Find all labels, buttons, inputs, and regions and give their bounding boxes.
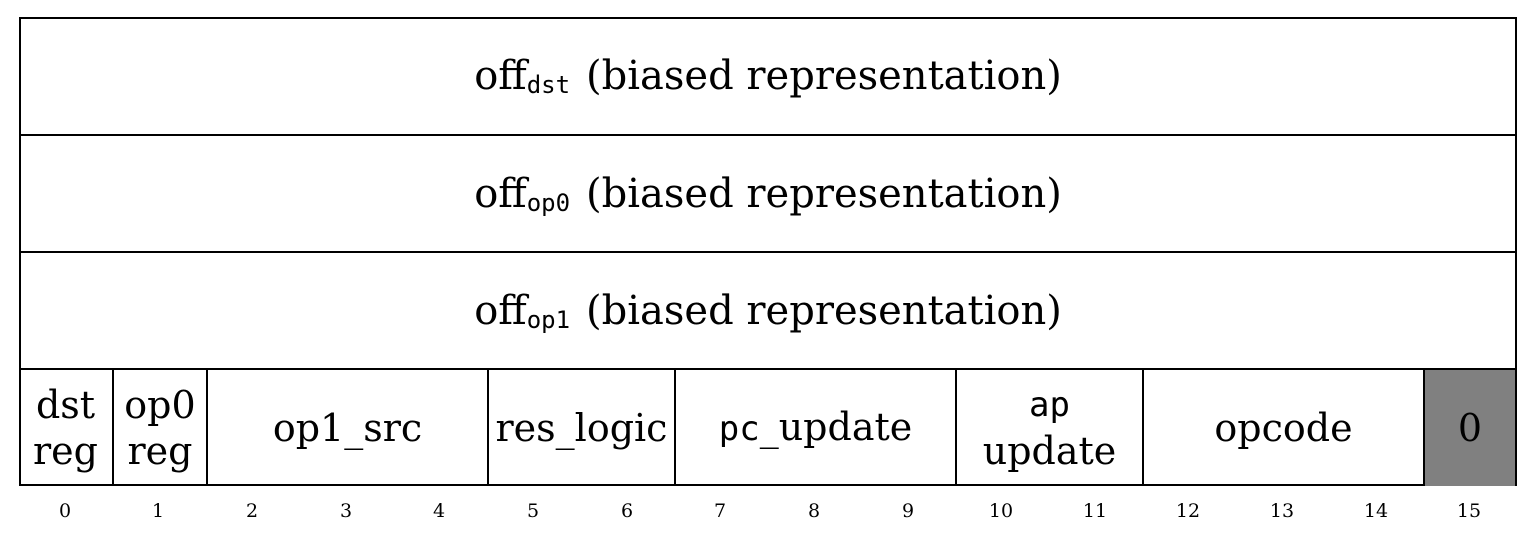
op1-src-field: op1_src <box>206 370 487 486</box>
bit-number-9: 9 <box>901 500 915 522</box>
bit-number-3: 3 <box>339 500 353 522</box>
bit-number-0: 0 <box>58 500 72 522</box>
opcode-label: opcode <box>1214 406 1353 450</box>
ap-update-line1: ap <box>1029 385 1070 425</box>
off-op1-subscript: op1 <box>526 305 571 334</box>
off-op1-name: off <box>474 287 527 334</box>
off-dst-description: (biased representation) <box>586 52 1062 99</box>
flags-row: dst reg op0 reg op1_src res_logic pc_upd… <box>19 368 1517 486</box>
op1-src-label: op1_src <box>272 406 423 450</box>
bit-number-11: 11 <box>1082 500 1108 522</box>
bit-number-12: 12 <box>1175 500 1201 522</box>
fixed-zero-bit: 0 <box>1423 370 1515 486</box>
bit-number-13: 13 <box>1269 500 1295 522</box>
off-op0-subscript: op0 <box>526 188 571 217</box>
res-logic-label: res_logic <box>495 406 668 450</box>
off-op0-row: off op0 (biased representation) <box>19 134 1517 251</box>
bit-number-15: 15 <box>1456 500 1482 522</box>
op0-reg-field: op0 reg <box>112 370 206 486</box>
off-dst-row: off dst (biased representation) <box>19 17 1517 134</box>
bit-number-6: 6 <box>620 500 634 522</box>
op0-reg-line2: reg <box>127 429 193 473</box>
bit-number-2: 2 <box>245 500 259 522</box>
bit-number-10: 10 <box>988 500 1014 522</box>
bit-number-4: 4 <box>432 500 446 522</box>
ap-update-line2: update <box>982 429 1117 473</box>
fixed-zero-label: 0 <box>1457 406 1483 450</box>
dst-reg-line2: reg <box>33 429 98 473</box>
bit-number-8: 8 <box>807 500 821 522</box>
off-op0-name: off <box>474 170 527 217</box>
off-op1-row: off op1 (biased representation) <box>19 251 1517 368</box>
pc-update-rest: _update <box>759 405 913 449</box>
bit-number-1: 1 <box>151 500 165 522</box>
bit-number-5: 5 <box>526 500 540 522</box>
off-dst-name: off <box>474 52 527 99</box>
pc-update-label: pc_update <box>719 404 913 452</box>
res-logic-field: res_logic <box>487 370 674 486</box>
pc-update-field: pc_update <box>674 370 955 486</box>
ap-update-field: ap update <box>955 370 1142 486</box>
off-dst-subscript: dst <box>526 70 571 99</box>
op0-reg-line1: op0 <box>124 383 196 427</box>
off-op0-description: (biased representation) <box>586 170 1062 217</box>
dst-reg-field: dst reg <box>19 370 112 486</box>
bit-number-14: 14 <box>1363 500 1389 522</box>
off-op1-description: (biased representation) <box>586 287 1062 334</box>
bit-number-7: 7 <box>713 500 727 522</box>
dst-reg-line1: dst <box>35 383 96 427</box>
opcode-field: opcode <box>1142 370 1423 486</box>
pc-update-mono: pc <box>718 409 760 449</box>
